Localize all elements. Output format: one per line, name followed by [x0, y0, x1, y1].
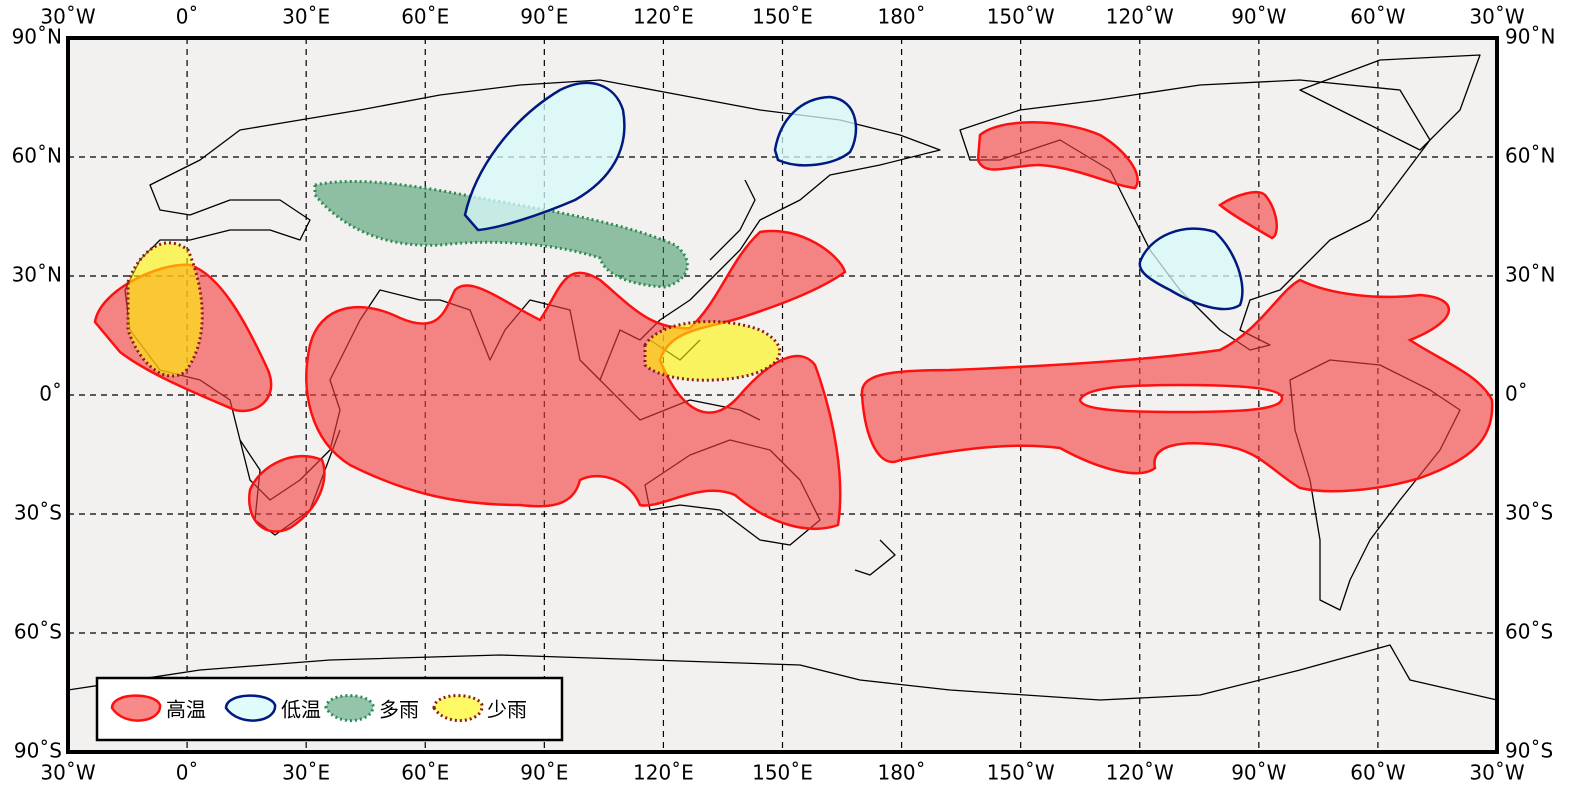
legend-swatch — [432, 694, 484, 723]
legend-swatch — [324, 694, 375, 723]
map-frame — [66, 36, 1499, 754]
lon-label-top: 30˚E — [282, 5, 330, 29]
lon-label-top: 150˚W — [987, 5, 1055, 29]
lon-label-bottom: 150˚E — [752, 761, 813, 785]
lat-label-left: 60˚S — [14, 620, 62, 644]
lon-label-bottom: 60˚W — [1350, 761, 1405, 785]
lon-label-bottom: 30˚W — [40, 761, 95, 785]
lat-label-right: 30˚S — [1505, 501, 1553, 525]
lon-label-top: 90˚W — [1231, 5, 1286, 29]
lat-label-left: 60˚N — [12, 144, 62, 168]
lon-label-top: 120˚W — [1106, 5, 1174, 29]
lon-label-top: 30˚W — [1469, 5, 1524, 29]
lon-label-bottom: 120˚W — [1106, 761, 1174, 785]
lon-label-top: 30˚W — [40, 5, 95, 29]
hot-alaska — [976, 121, 1139, 190]
lon-label-top: 180˚ — [877, 5, 925, 29]
antarctica — [67, 644, 1498, 701]
hot-southern-africa — [247, 454, 326, 533]
lat-label-right: 0˚ — [1505, 382, 1528, 406]
axis-labels: 30˚W 30˚W 0˚ 0˚ 30˚E 30˚E 60˚E 60˚E 90˚E 90˚E 120˚… — [12, 5, 1556, 785]
cold-southwest-us — [1138, 227, 1244, 311]
legend-label: 高温 — [166, 698, 206, 722]
lat-label-right: 30˚N — [1505, 263, 1555, 287]
lon-label-top: 0˚ — [176, 5, 199, 29]
lon-label-bottom: 150˚W — [987, 761, 1055, 785]
lat-label-left: 90˚N — [12, 25, 62, 49]
lon-label-top: 150˚E — [752, 5, 813, 29]
lon-label-bottom: 60˚E — [401, 761, 449, 785]
lat-label-left: 30˚S — [14, 501, 62, 525]
anomaly-regions — [93, 81, 1494, 533]
lon-label-bottom: 120˚E — [633, 761, 694, 785]
cold-east-siberia — [773, 95, 858, 167]
legend-label: 低温 — [281, 698, 321, 722]
japan — [709, 179, 756, 261]
lon-label-top: 60˚E — [401, 5, 449, 29]
legend-swatch — [224, 694, 277, 722]
dry-philippines — [643, 320, 782, 382]
lat-label-left: 0˚ — [39, 382, 62, 406]
legend-label: 多雨 — [379, 698, 419, 722]
new-zealand — [854, 539, 896, 576]
dry-west-africa — [126, 241, 204, 378]
lon-label-top: 90˚E — [520, 5, 568, 29]
lon-label-bottom: 90˚E — [520, 761, 568, 785]
lon-label-top: 60˚W — [1350, 5, 1405, 29]
lon-label-bottom: 180˚ — [877, 761, 925, 785]
greenland — [1299, 54, 1481, 151]
hot-great-lakes — [1217, 190, 1278, 240]
lon-label-top: 120˚E — [633, 5, 694, 29]
lat-label-right: 60˚S — [1505, 620, 1553, 644]
cold-siberia — [463, 81, 626, 232]
lat-label-right: 60˚N — [1505, 144, 1555, 168]
lon-label-bottom: 30˚W — [1469, 761, 1524, 785]
hot-pacific-americas — [860, 278, 1494, 493]
lon-label-bottom: 90˚W — [1231, 761, 1286, 785]
legend: 高温 低温 多雨 少雨 — [95, 676, 564, 742]
lat-label-left: 90˚S — [14, 739, 62, 763]
lat-label-right: 90˚S — [1505, 739, 1553, 763]
lat-label-right: 90˚N — [1505, 25, 1555, 49]
legend-swatch — [110, 694, 162, 722]
lon-label-bottom: 0˚ — [176, 761, 199, 785]
legend-label: 少雨 — [487, 698, 527, 722]
lon-label-bottom: 30˚E — [282, 761, 330, 785]
lat-label-left: 30˚N — [12, 263, 62, 287]
